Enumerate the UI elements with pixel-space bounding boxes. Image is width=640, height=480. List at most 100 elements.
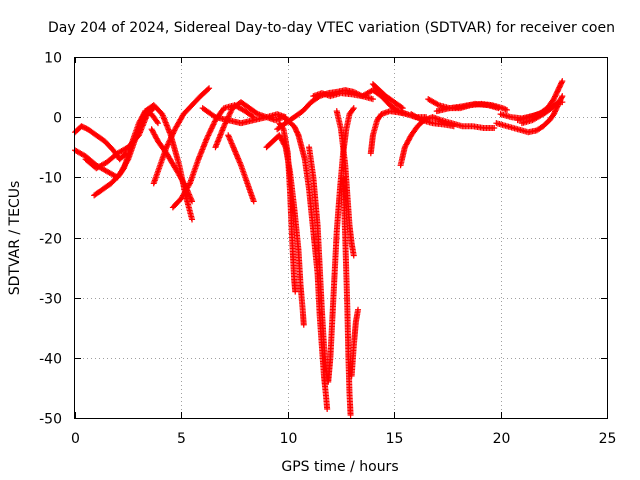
data-point: [209, 122, 216, 129]
data-point: [210, 121, 217, 128]
series-s25: [433, 100, 502, 115]
x-tick-label: 0: [71, 431, 80, 447]
data-point: [227, 109, 234, 116]
data-point: [559, 78, 566, 85]
data-point: [558, 79, 565, 86]
data-point: [399, 105, 406, 112]
series-s12: [276, 120, 299, 295]
data-point: [434, 101, 441, 108]
y-tick-label: 10: [44, 51, 62, 67]
data-points: [72, 78, 566, 418]
chart-title: Day 204 of 2024, Sidereal Day-to-day VTE…: [48, 20, 615, 36]
series-s20: [367, 108, 430, 157]
y-tick-label: 0: [53, 111, 62, 127]
series-s1: [72, 123, 130, 163]
series-s11: [263, 132, 307, 328]
data-point: [169, 131, 176, 138]
data-point: [417, 116, 424, 123]
grid: [75, 57, 607, 418]
data-point: [355, 306, 362, 313]
x-tick-label: 15: [386, 431, 404, 447]
data-point: [501, 105, 508, 112]
x-tick-label: 5: [177, 431, 186, 447]
data-point: [349, 106, 356, 113]
data-point: [221, 121, 228, 128]
series-s26: [493, 93, 566, 136]
series-s13: [274, 87, 376, 133]
data-point: [540, 109, 547, 116]
y-axis-title: SDTVAR / TECUs: [7, 181, 23, 296]
data-point: [189, 198, 196, 205]
data-point: [189, 216, 196, 223]
data-point: [559, 99, 566, 106]
data-point: [253, 110, 260, 117]
data-point: [204, 133, 211, 140]
series-s19: [310, 87, 410, 118]
data-point: [282, 114, 289, 121]
data-point: [203, 135, 210, 142]
y-tick-label: -30: [39, 292, 62, 308]
data-point: [369, 96, 376, 103]
data-point: [124, 157, 131, 164]
data-point: [350, 105, 357, 112]
series-s10: [199, 105, 289, 127]
data-point: [166, 137, 173, 144]
y-tick-labels: -50 -40 -30 -20 -10 0 10: [39, 51, 62, 428]
data-point: [250, 198, 257, 205]
data-point: [300, 321, 307, 328]
data-point: [398, 104, 405, 111]
y-tick-label: -20: [39, 232, 62, 248]
x-tick-label: 10: [280, 431, 298, 447]
x-tick-label: 20: [493, 431, 511, 447]
series-s17: [340, 174, 354, 418]
data-point: [205, 131, 212, 138]
data-point: [168, 134, 175, 141]
series-s9: [225, 132, 257, 205]
series-s21: [369, 81, 406, 112]
data-point: [228, 107, 235, 114]
data-point: [558, 94, 565, 101]
data-point: [450, 123, 457, 130]
y-tick-label: -50: [39, 412, 62, 428]
x-axis-title: GPS time / hours: [281, 459, 398, 475]
y-tick-label: -40: [39, 352, 62, 368]
data-point: [170, 130, 177, 137]
data-point: [294, 130, 301, 137]
data-point: [170, 128, 177, 135]
data-point: [220, 123, 227, 130]
series-s22: [397, 114, 498, 169]
plot-frame: [74, 57, 608, 419]
series-s14: [295, 132, 331, 412]
series-s16: [333, 108, 357, 259]
series-s18: [348, 306, 362, 379]
series-s29: [497, 109, 547, 122]
data-point: [163, 144, 170, 151]
data-point: [503, 106, 510, 113]
data-point: [168, 133, 175, 140]
data-point: [491, 124, 498, 131]
data-point: [209, 124, 216, 131]
data-point: [350, 252, 357, 259]
data-point: [166, 138, 173, 145]
y-tick-label: -10: [39, 171, 62, 187]
data-point: [165, 140, 172, 147]
data-point: [207, 128, 214, 135]
data-point: [208, 125, 215, 132]
data-point: [495, 105, 502, 112]
data-point: [226, 112, 233, 119]
data-point: [207, 126, 214, 133]
series-s23: [408, 111, 457, 130]
series-s2: [72, 108, 161, 181]
data-point: [559, 93, 566, 100]
series-s15: [306, 105, 357, 385]
data-point: [324, 405, 331, 412]
data-point: [211, 119, 218, 126]
data-point: [164, 141, 171, 148]
data-point: [226, 110, 233, 117]
series-s6: [150, 85, 213, 187]
data-point: [206, 129, 213, 136]
x-tick-label: 25: [599, 431, 617, 447]
x-tick-labels: 0 5 10 15 20 25: [71, 431, 616, 447]
data-point: [211, 113, 218, 120]
data-point: [154, 120, 161, 127]
